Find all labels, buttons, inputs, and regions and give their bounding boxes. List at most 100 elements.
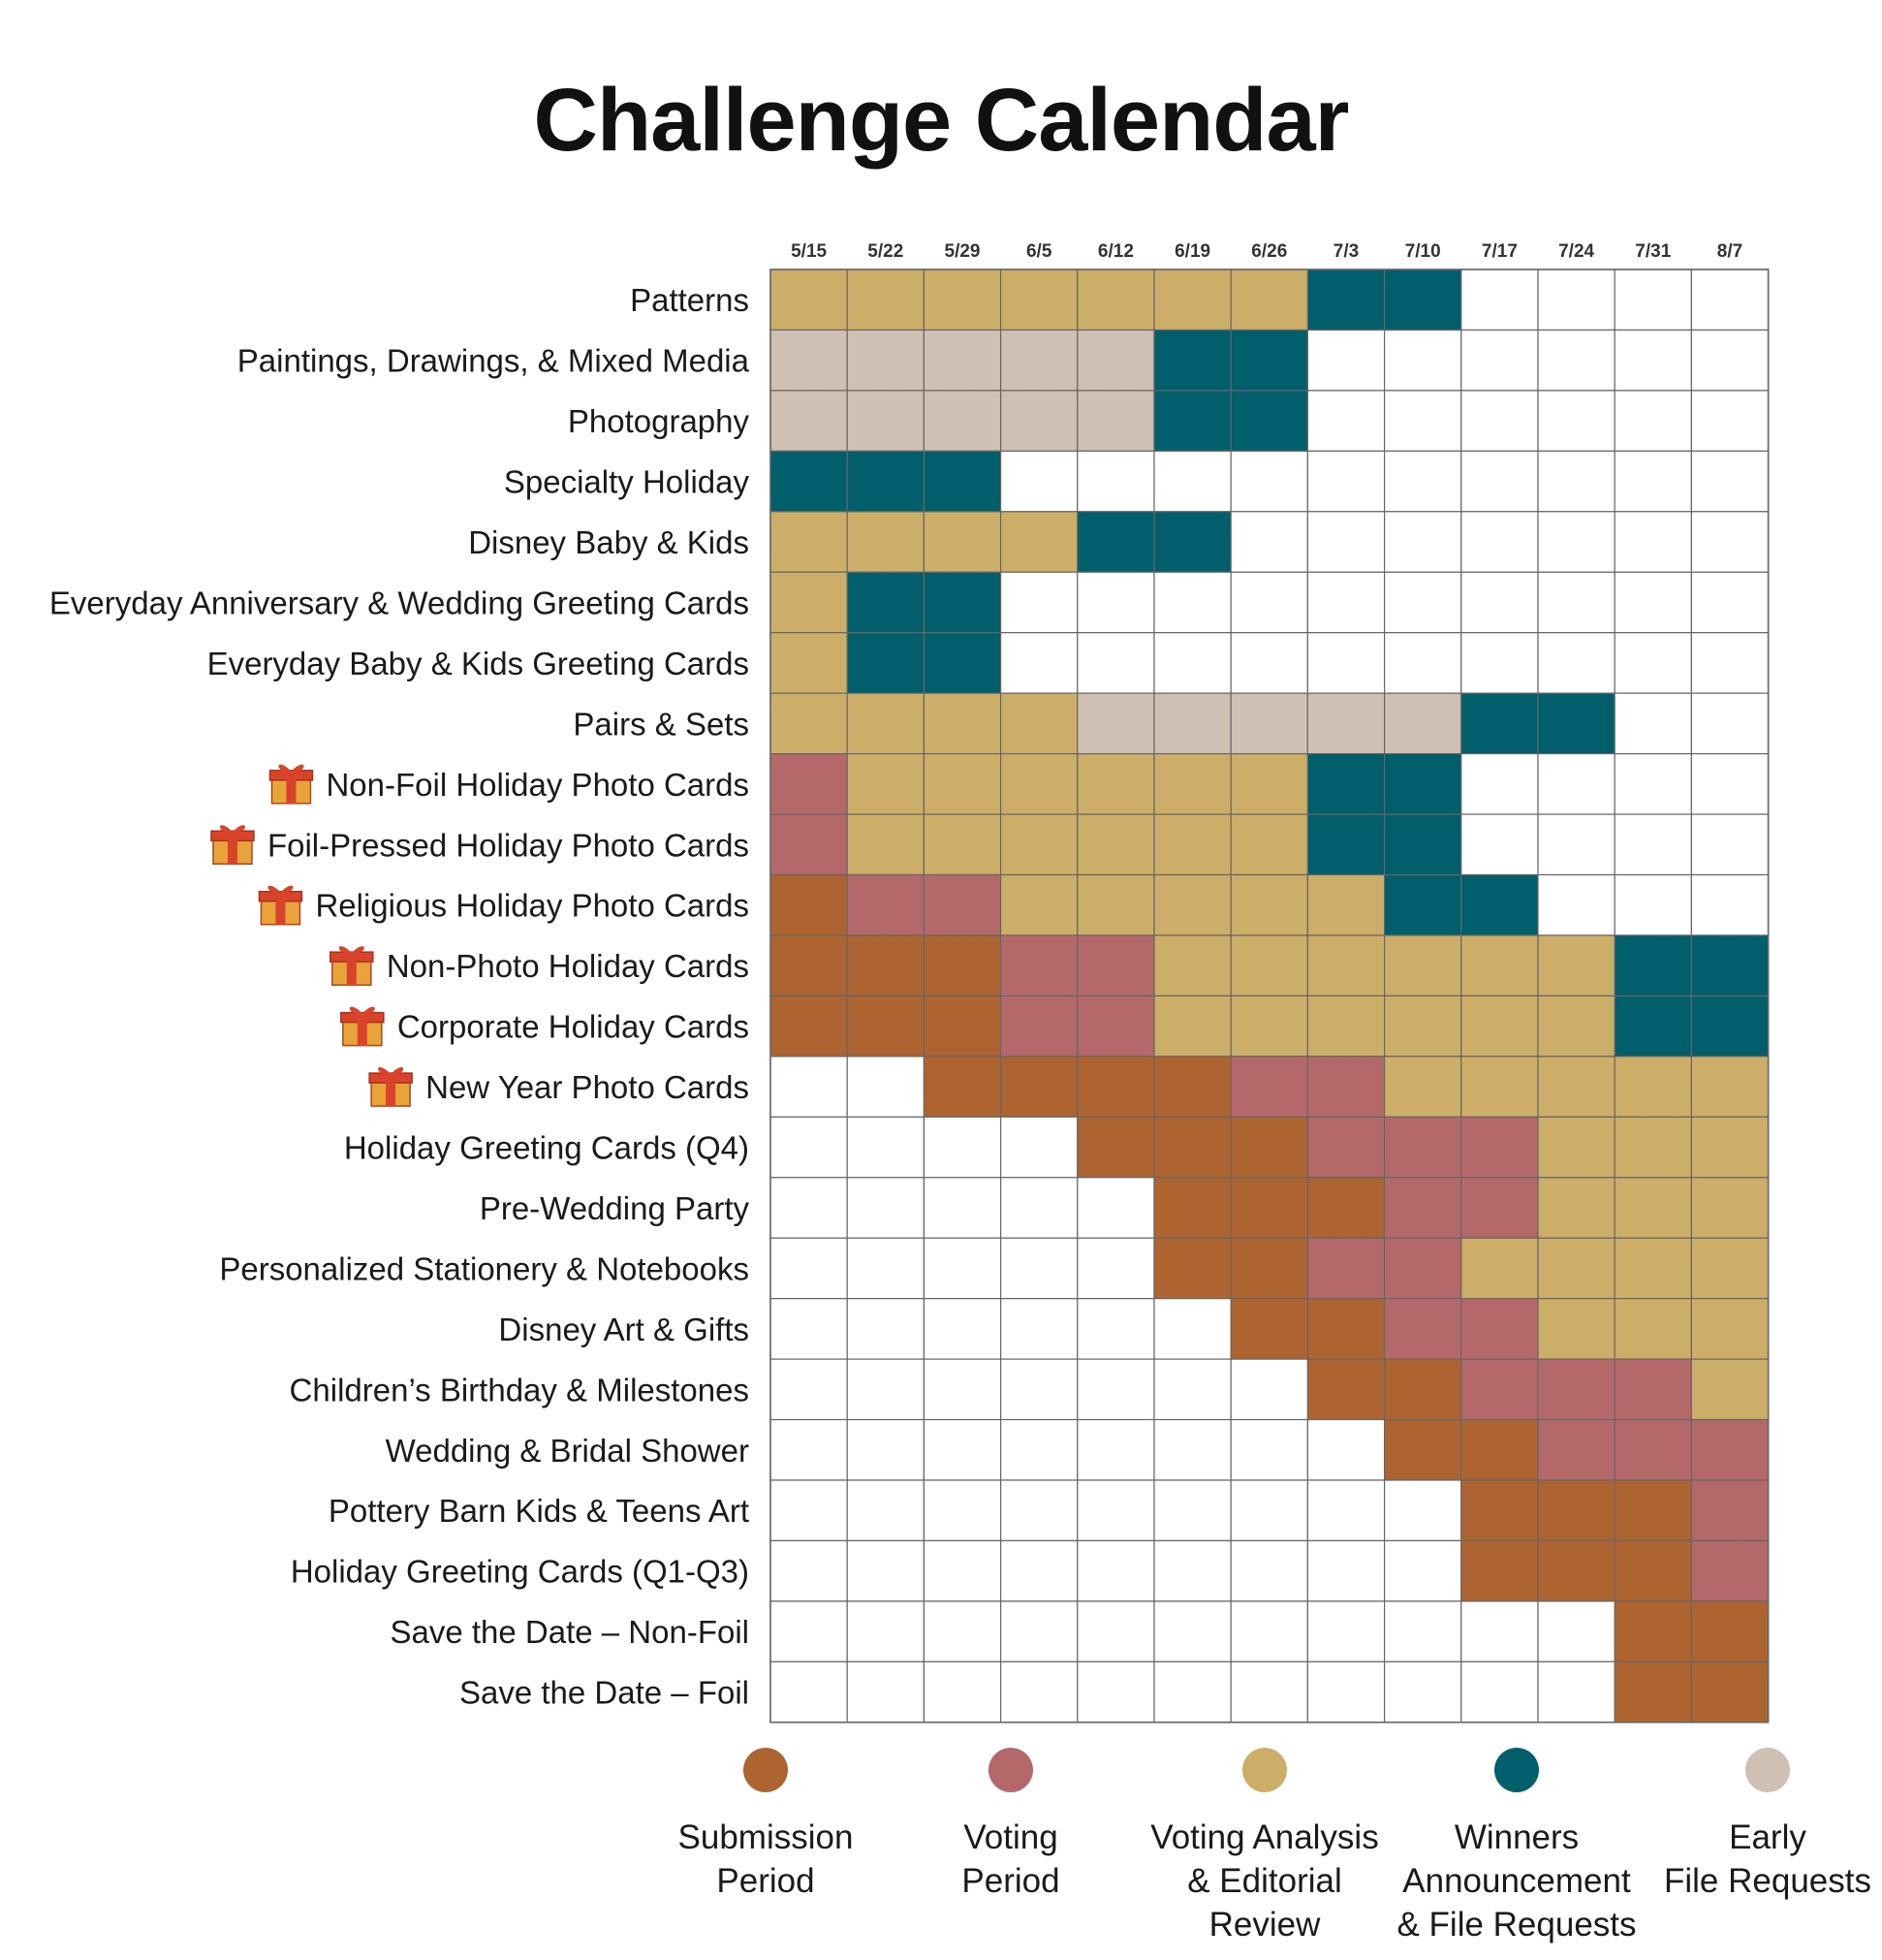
schedule-cell	[1383, 329, 1462, 392]
schedule-cell	[1153, 1298, 1232, 1360]
schedule-cell	[923, 1600, 1002, 1662]
schedule-cell	[999, 692, 1079, 755]
schedule-cell	[1614, 1479, 1692, 1542]
schedule-cell	[1230, 1600, 1308, 1662]
schedule-cell	[1537, 1660, 1615, 1723]
schedule-cell	[1306, 269, 1386, 332]
schedule-cell	[1383, 1056, 1462, 1118]
schedule-cell	[1306, 511, 1386, 573]
schedule-cell	[1230, 752, 1308, 815]
schedule-cell	[1306, 390, 1386, 452]
schedule-cell	[1537, 1116, 1615, 1179]
schedule-cell	[999, 1600, 1079, 1662]
schedule-cell	[999, 329, 1079, 392]
column-label: 7/24	[1558, 241, 1594, 262]
schedule-cell	[769, 1479, 848, 1542]
row-label: Foil-Pressed Holiday Photo Cards	[267, 827, 749, 863]
schedule-cell	[1153, 752, 1232, 815]
schedule-cell	[999, 1237, 1079, 1300]
schedule-cell	[846, 1418, 925, 1481]
legend-swatch	[1745, 1748, 1790, 1792]
schedule-cell	[999, 752, 1079, 815]
schedule-cell	[846, 995, 925, 1058]
schedule-cell	[923, 511, 1002, 573]
schedule-cell	[923, 813, 1002, 876]
schedule-cell	[1383, 450, 1462, 513]
schedule-cell	[1690, 571, 1770, 634]
schedule-cell	[1383, 390, 1462, 452]
schedule-cell	[1230, 934, 1308, 997]
schedule-cell	[846, 571, 925, 634]
row-label: Photography	[568, 403, 750, 439]
row-label: Disney Art & Gifts	[498, 1312, 749, 1347]
schedule-cell	[1306, 934, 1386, 997]
schedule-cell	[1614, 1237, 1692, 1300]
schedule-cell	[1306, 813, 1386, 876]
schedule-cell	[769, 1056, 848, 1118]
schedule-cell	[1383, 1358, 1462, 1421]
schedule-cell	[1460, 632, 1539, 694]
schedule-cell	[1383, 1418, 1462, 1481]
column-label: 7/17	[1482, 241, 1518, 262]
column-label: 5/22	[867, 241, 903, 262]
schedule-cell	[1153, 995, 1232, 1058]
schedule-cell	[1460, 511, 1539, 573]
schedule-cell	[1230, 390, 1308, 452]
schedule-cell	[1153, 934, 1232, 997]
schedule-cell	[999, 1116, 1079, 1179]
gift-icon	[340, 1006, 385, 1047]
schedule-cell	[999, 934, 1079, 997]
schedule-cell	[1383, 1600, 1462, 1662]
schedule-cell	[846, 813, 925, 876]
row-label: Non-Foil Holiday Photo Cards	[326, 767, 749, 803]
schedule-cell	[923, 1660, 1002, 1723]
schedule-cell	[1077, 1539, 1155, 1602]
schedule-cell	[1614, 1177, 1692, 1239]
schedule-cell	[846, 1600, 925, 1662]
schedule-cell	[1614, 1539, 1692, 1602]
schedule-cell	[999, 269, 1079, 332]
schedule-cell	[1077, 1418, 1155, 1481]
schedule-cell	[1306, 1660, 1386, 1723]
schedule-cell	[1690, 632, 1770, 694]
schedule-cell	[999, 450, 1079, 513]
schedule-cell	[1383, 511, 1462, 573]
schedule-cell	[1230, 1116, 1308, 1179]
schedule-cell	[1153, 873, 1232, 936]
schedule-cell	[1460, 1479, 1539, 1542]
row-label: Personalized Stationery & Notebooks	[219, 1250, 749, 1286]
schedule-cell	[1306, 1418, 1386, 1481]
schedule-cell	[1077, 873, 1155, 936]
row-labels: Patterns Paintings, Drawings, & Mixed Med…	[49, 282, 750, 1710]
schedule-cell	[1306, 692, 1386, 755]
schedule-cell	[1460, 1539, 1539, 1602]
schedule-cell	[1460, 1116, 1539, 1179]
schedule-cell	[1230, 511, 1308, 573]
schedule-cell	[1690, 813, 1770, 876]
schedule-cell	[1537, 450, 1615, 513]
legend-label: Winners Announcement & File Requests	[1396, 1818, 1636, 1944]
schedule-cell	[1306, 1237, 1386, 1300]
schedule-cell	[1690, 692, 1770, 755]
schedule-cell	[1230, 873, 1308, 936]
schedule-cell	[1690, 1116, 1770, 1179]
schedule-cell	[999, 1539, 1079, 1602]
schedule-cell	[923, 934, 1002, 997]
schedule-cell	[1383, 1116, 1462, 1179]
schedule-cell	[1537, 1418, 1615, 1481]
schedule-cell	[1614, 1660, 1692, 1723]
schedule-cell	[923, 329, 1002, 392]
gift-icon	[368, 1067, 413, 1107]
schedule-cell	[846, 1358, 925, 1421]
schedule-cell	[1614, 329, 1692, 392]
schedule-cell	[1230, 571, 1308, 634]
schedule-cell	[1383, 269, 1462, 332]
schedule-cell	[1537, 1056, 1615, 1118]
schedule-cell	[1460, 1418, 1539, 1481]
schedule-cell	[1460, 1177, 1539, 1239]
column-label: 5/29	[945, 241, 981, 262]
schedule-cell	[1614, 571, 1692, 634]
schedule-cell	[1460, 995, 1539, 1058]
schedule-cell	[846, 1237, 925, 1300]
legend-label: Early File Requests	[1664, 1818, 1871, 1900]
